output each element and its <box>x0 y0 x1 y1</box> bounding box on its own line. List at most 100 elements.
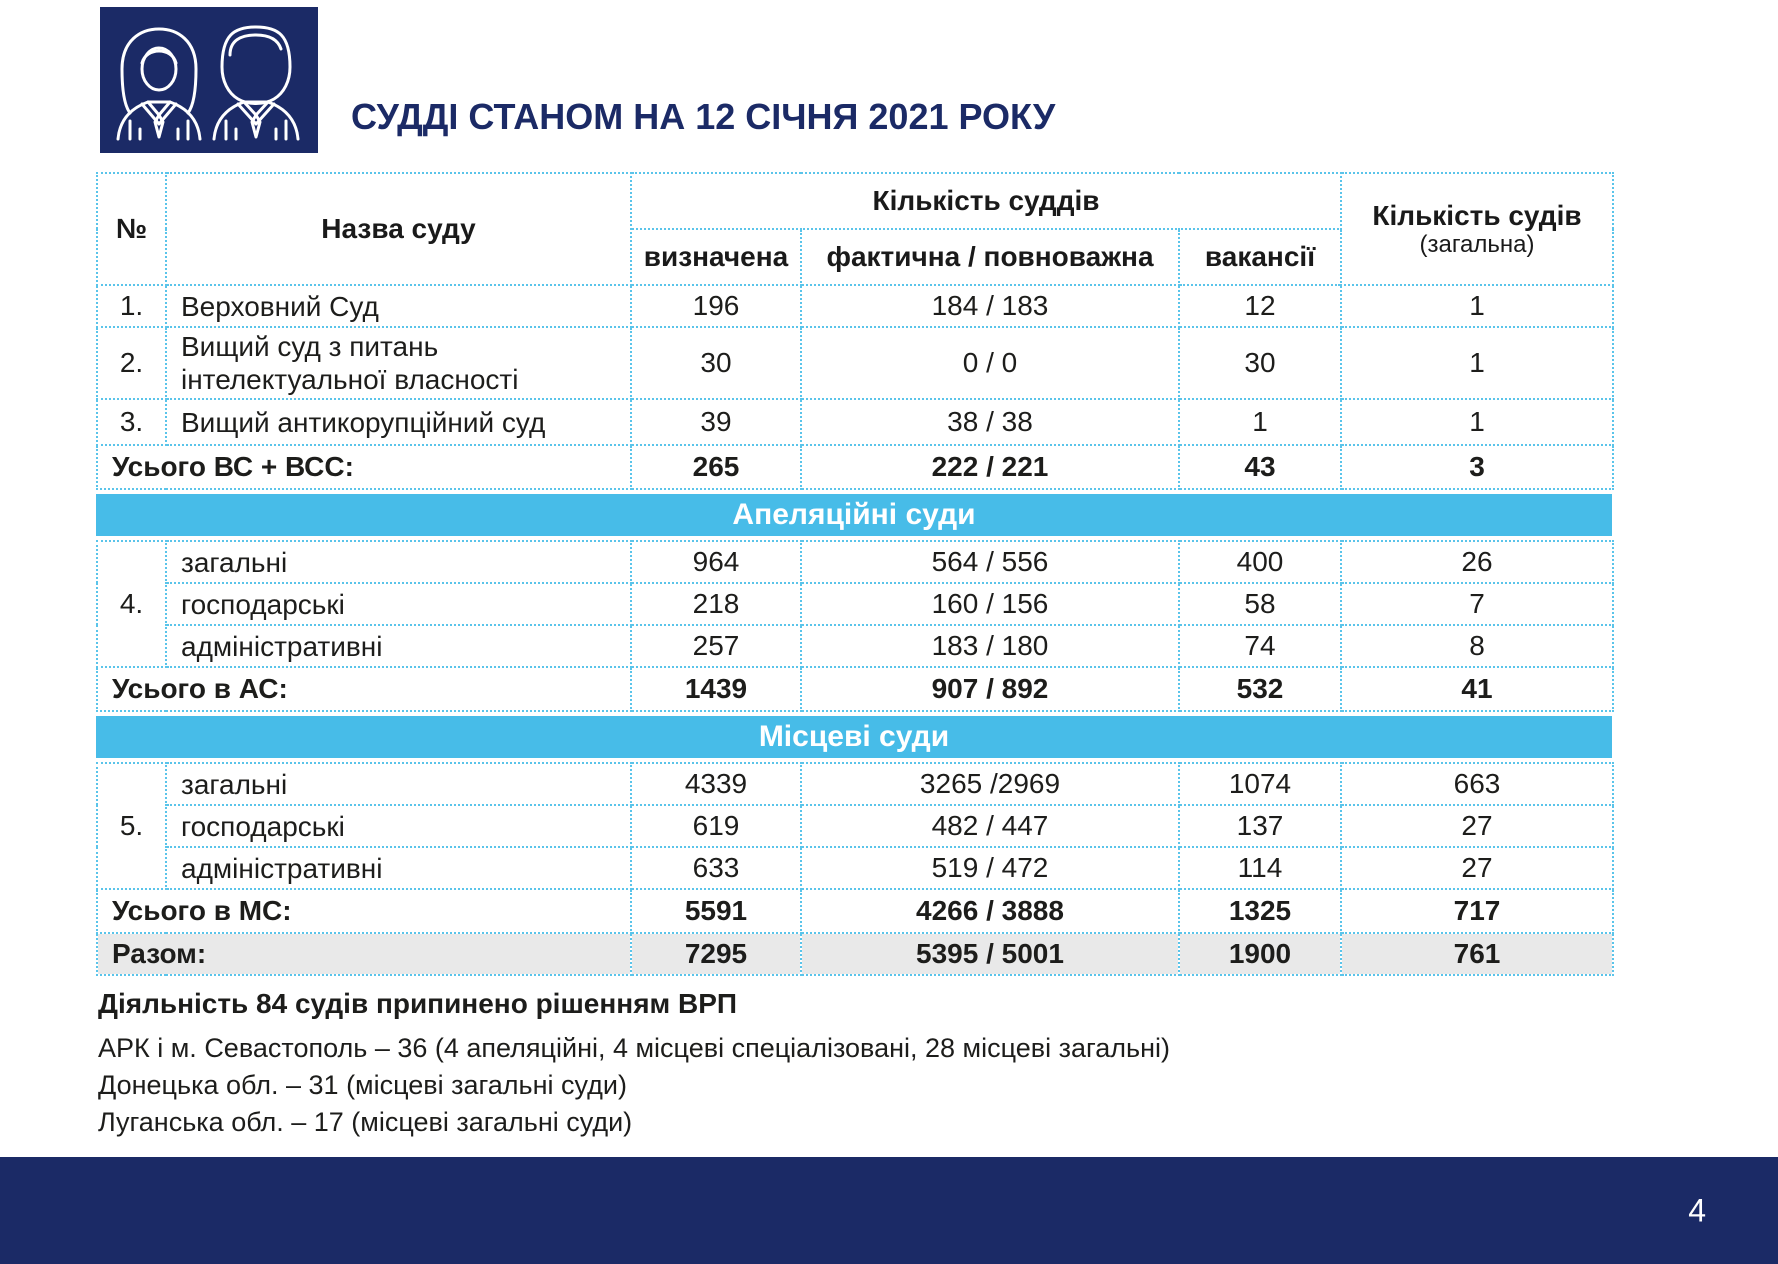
value-vacancies: 74 <box>1178 624 1342 668</box>
page-title: СУДДІ СТАНОМ НА 12 СІЧНЯ 2021 РОКУ <box>351 96 1056 137</box>
judges-people-icon <box>116 25 300 141</box>
value-determined: 39 <box>630 398 802 446</box>
row-number: 1. <box>96 284 167 328</box>
court-name: господарські <box>165 582 632 626</box>
col-header-courts-count-note: (загальна) <box>1419 230 1535 258</box>
row-number: 2. <box>96 326 167 400</box>
total-actual: 907 / 892 <box>800 666 1180 712</box>
value-actual: 160 / 156 <box>800 582 1180 626</box>
court-name: Верховний Суд <box>165 284 632 328</box>
judges-logo <box>100 7 318 153</box>
value-vacancies: 1 <box>1178 398 1342 446</box>
grand-total-actual: 5395 / 5001 <box>800 932 1180 976</box>
total-vacancies: 43 <box>1178 444 1342 490</box>
table-row-appellate-general: 4. загальні 964 564 / 556 400 26 <box>96 540 1614 668</box>
table-header-row-2: визначена фактична / повноважна вакансії <box>97 228 1613 286</box>
value-courts: 27 <box>1340 804 1614 848</box>
table-row-local-commercial: господарські 619 482 / 447 137 27 <box>97 804 1614 848</box>
grand-total-row: Разом: 7295 5395 / 5001 1900 761 <box>96 932 1614 976</box>
value-actual: 3265 /2969 <box>800 762 1180 806</box>
court-name: адміністративні <box>165 624 632 668</box>
value-courts: 26 <box>1340 540 1614 584</box>
total-row-appellate: Усього в АС: 1439 907 / 892 532 41 <box>96 666 1614 712</box>
table-row-local-general: 5. загальні 4339 3265 /2969 1074 663 <box>96 762 1614 890</box>
court-name: загальні <box>165 540 632 584</box>
grand-total-courts: 761 <box>1340 932 1614 976</box>
footnote-line-donetsk: Донецька обл. – 31 (місцеві загальні суд… <box>98 1070 627 1100</box>
table-row-anticorruption-court: 3. Вищий антикорупційний суд 39 38 / 38 … <box>96 398 1614 446</box>
table-row-ip-court: 2. Вищий суд з питань інтелектуальної вл… <box>96 326 1614 400</box>
grand-total-label: Разом: <box>96 932 632 976</box>
section-band-appellate-courts: Апеляційні суди <box>96 494 1612 536</box>
value-determined: 30 <box>630 326 802 400</box>
col-header-actual: фактична / повноважна <box>800 228 1180 286</box>
value-courts: 27 <box>1340 846 1614 890</box>
col-header-courts-count-main: Кількість судів <box>1372 199 1582 231</box>
value-courts: 1 <box>1340 326 1614 400</box>
col-header-court-name: Назва суду <box>165 172 632 286</box>
court-name: загальні <box>165 762 632 806</box>
table-section-local: 5. загальні 4339 3265 /2969 1074 663 гос… <box>96 762 1614 976</box>
value-actual: 564 / 556 <box>800 540 1180 584</box>
table-row-appellate-administrative: адміністративні 257 183 / 180 74 8 <box>97 624 1614 668</box>
value-actual: 184 / 183 <box>800 284 1180 328</box>
court-name: Вищий антикорупційний суд <box>165 398 632 446</box>
court-name: адміністративні <box>165 846 632 890</box>
section-band-local-courts: Місцеві суди <box>96 716 1612 758</box>
col-header-num: № <box>96 172 167 286</box>
total-row-supreme: Усього ВС + ВСС: 265 222 / 221 43 3 <box>96 444 1614 490</box>
total-determined: 5591 <box>630 888 802 934</box>
court-name: Вищий суд з питань інтелектуальної власн… <box>165 326 632 400</box>
value-courts: 8 <box>1340 624 1614 668</box>
value-courts: 663 <box>1340 762 1614 806</box>
total-label: Усього в АС: <box>96 666 632 712</box>
col-header-vacancies: вакансії <box>1178 228 1342 286</box>
page-number: 4 <box>1688 1192 1706 1228</box>
table-row-appellate-commercial: господарські 218 160 / 156 58 7 <box>97 582 1614 626</box>
footnotes: Діяльність 84 судів припинено рішенням В… <box>98 988 1170 1141</box>
value-actual: 482 / 447 <box>800 804 1180 848</box>
table-section-appellate: 4. загальні 964 564 / 556 400 26 господа… <box>96 540 1614 712</box>
table-row-local-administrative: адміністративні 633 519 / 472 114 27 <box>97 846 1614 890</box>
value-determined: 4339 <box>630 762 802 806</box>
value-vacancies: 114 <box>1178 846 1342 890</box>
value-determined: 196 <box>630 284 802 328</box>
row-number: 3. <box>96 398 167 446</box>
total-courts: 717 <box>1340 888 1614 934</box>
total-courts: 3 <box>1340 444 1614 490</box>
value-actual: 38 / 38 <box>800 398 1180 446</box>
footer-bar: 4 <box>0 1157 1778 1264</box>
row-number: 4. <box>96 540 167 668</box>
value-vacancies: 1074 <box>1178 762 1342 806</box>
value-determined: 633 <box>630 846 802 890</box>
table-row-supreme-court: 1. Верховний Суд 196 184 / 183 12 1 <box>96 284 1614 328</box>
col-header-judges-group: Кількість суддів <box>630 172 1342 230</box>
value-actual: 183 / 180 <box>800 624 1180 668</box>
row-number: 5. <box>96 762 167 890</box>
value-courts: 1 <box>1340 398 1614 446</box>
judges-table: № Назва суду Кількість суддів Кількість … <box>96 172 1614 976</box>
value-vacancies: 400 <box>1178 540 1342 584</box>
value-actual: 519 / 472 <box>800 846 1180 890</box>
total-determined: 265 <box>630 444 802 490</box>
value-determined: 619 <box>630 804 802 848</box>
value-vacancies: 58 <box>1178 582 1342 626</box>
total-label: Усього в МС: <box>96 888 632 934</box>
footnote-line-luhansk: Луганська обл. – 17 (місцеві загальні су… <box>98 1107 633 1137</box>
value-vacancies: 30 <box>1178 326 1342 400</box>
total-actual: 222 / 221 <box>800 444 1180 490</box>
value-determined: 218 <box>630 582 802 626</box>
value-determined: 964 <box>630 540 802 584</box>
value-vacancies: 137 <box>1178 804 1342 848</box>
court-name: господарські <box>165 804 632 848</box>
col-header-courts-count: Кількість судів (загальна) <box>1340 172 1614 286</box>
grand-total-vacancies: 1900 <box>1178 932 1342 976</box>
footnote-line-ark: АРК і м. Севастополь – 36 (4 апеляційні,… <box>98 1033 1171 1063</box>
total-label: Усього ВС + ВСС: <box>96 444 632 490</box>
value-courts: 7 <box>1340 582 1614 626</box>
grand-total-determined: 7295 <box>630 932 802 976</box>
table-section-supreme: № Назва суду Кількість суддів Кількість … <box>96 172 1614 490</box>
col-header-determined: визначена <box>630 228 802 286</box>
total-vacancies: 532 <box>1178 666 1342 712</box>
